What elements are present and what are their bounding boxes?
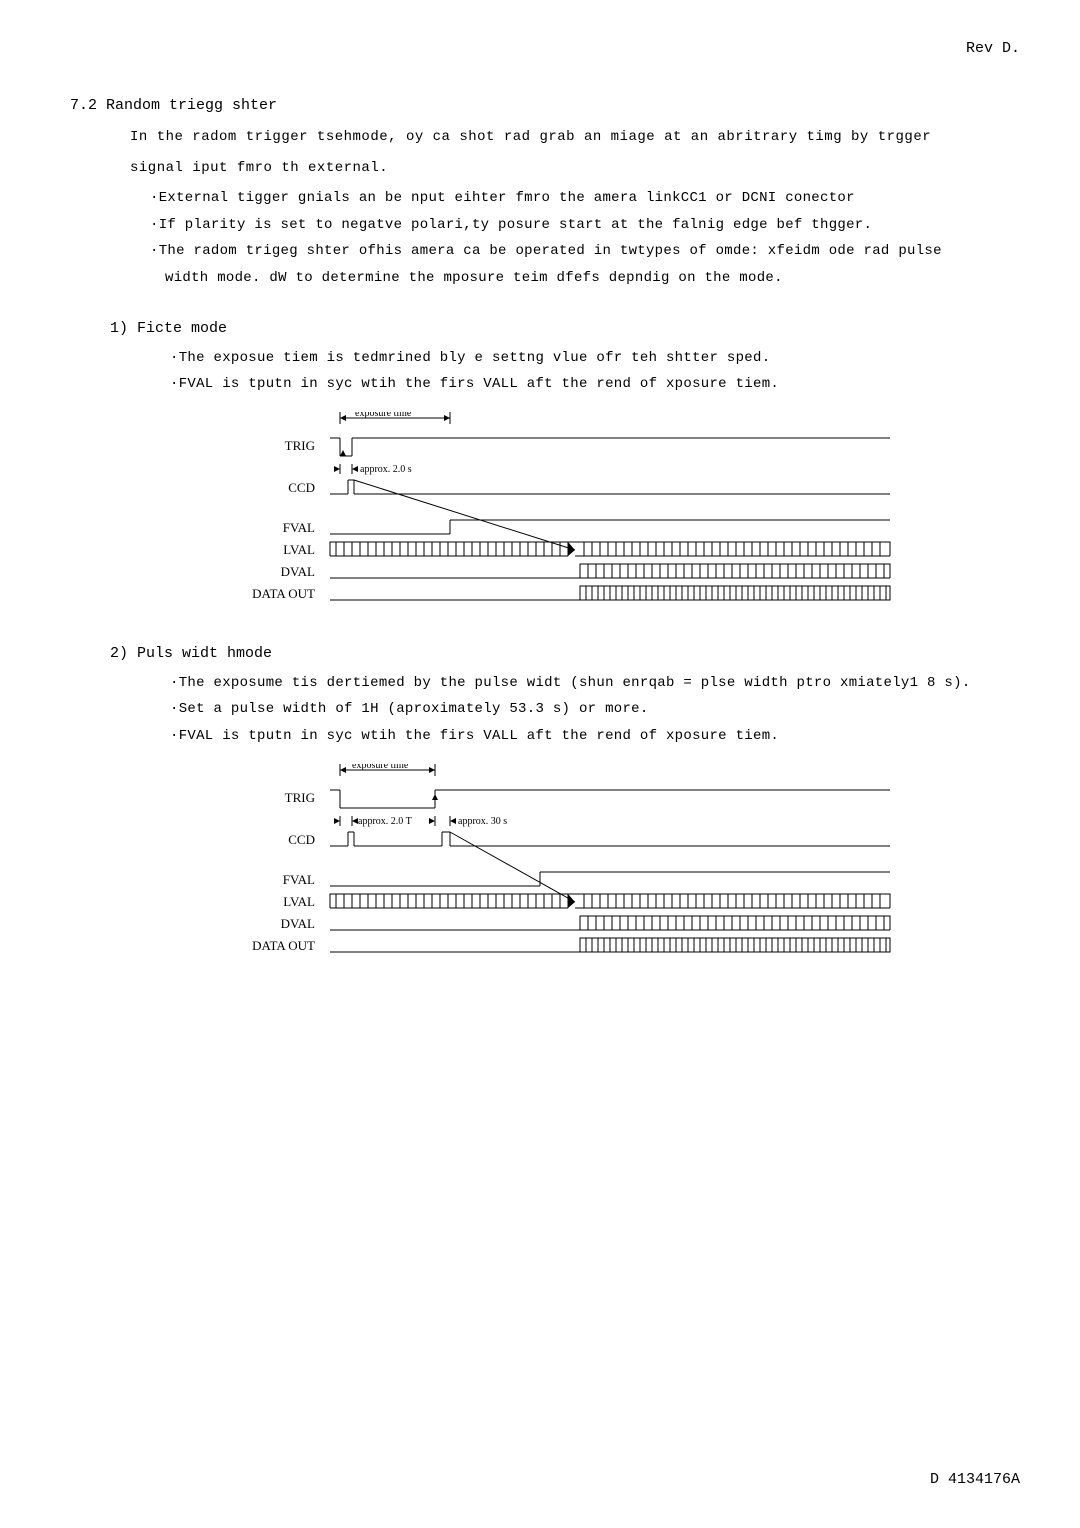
exposure-label-2: exposure time (352, 764, 409, 771)
mode2-head: 2) Puls widt hmode (110, 645, 1020, 662)
label-fval-2: FVAL (283, 872, 315, 887)
timing-diagram-1: TRIG CCD FVAL LVAL DVAL DATA OUT exposur… (240, 412, 1020, 617)
label-fval: FVAL (283, 520, 315, 535)
approx-label: approx. 2.0 s (360, 464, 412, 475)
bullet-3-cont: width mode. dW to determine the mposure … (165, 265, 1020, 292)
label-lval-2: LVAL (283, 894, 315, 909)
bullet-1: ·External tigger gnials an be nput eihte… (150, 185, 1020, 212)
bullet-2: ·If plarity is set to negatve polari,ty … (150, 212, 1020, 239)
intro-line-1: In the radom trigger tsehmode, oy ca sho… (130, 124, 1020, 151)
mode1-b2: ·FVAL is tputn in syc wtih the firs VALL… (170, 371, 1020, 398)
label-dval: DVAL (281, 564, 315, 579)
label-ccd-2: CCD (288, 832, 315, 847)
timing-diagram-2: TRIG CCD FVAL LVAL DVAL DATA OUT exposur… (240, 764, 1020, 969)
approx1-label: approx. 2.0 T (358, 816, 412, 827)
mode1-head: 1) Ficte mode (110, 320, 1020, 337)
label-dval-2: DVAL (281, 916, 315, 931)
mode2-b3: ·FVAL is tputn in syc wtih the firs VALL… (170, 723, 1020, 750)
label-ccd: CCD (288, 480, 315, 495)
intro-line-2: signal iput fmro th external. (130, 155, 1020, 182)
bullet-3: ·The radom trigeg shter ofhis amera ca b… (150, 238, 1020, 265)
label-trig-2: TRIG (285, 790, 315, 805)
page-rev: Rev D. (70, 40, 1020, 57)
mode1-b1: ·The exposue tiem is tedmrined bly e set… (170, 345, 1020, 372)
mode2-b1: ·The exposume tis dertiemed by the pulse… (170, 670, 1020, 697)
label-dataout: DATA OUT (252, 586, 315, 601)
approx2-label: approx. 30 s (458, 816, 507, 827)
exposure-label: exposure time (355, 412, 412, 419)
doc-id: D 4134176A (930, 1471, 1020, 1488)
label-dataout-2: DATA OUT (252, 938, 315, 953)
section-title: 7.2 Random triegg shter (70, 97, 1020, 114)
mode2-b2: ·Set a pulse width of 1H (aproximately 5… (170, 696, 1020, 723)
label-lval: LVAL (283, 542, 315, 557)
label-trig: TRIG (285, 438, 315, 453)
lval-train (330, 542, 890, 556)
